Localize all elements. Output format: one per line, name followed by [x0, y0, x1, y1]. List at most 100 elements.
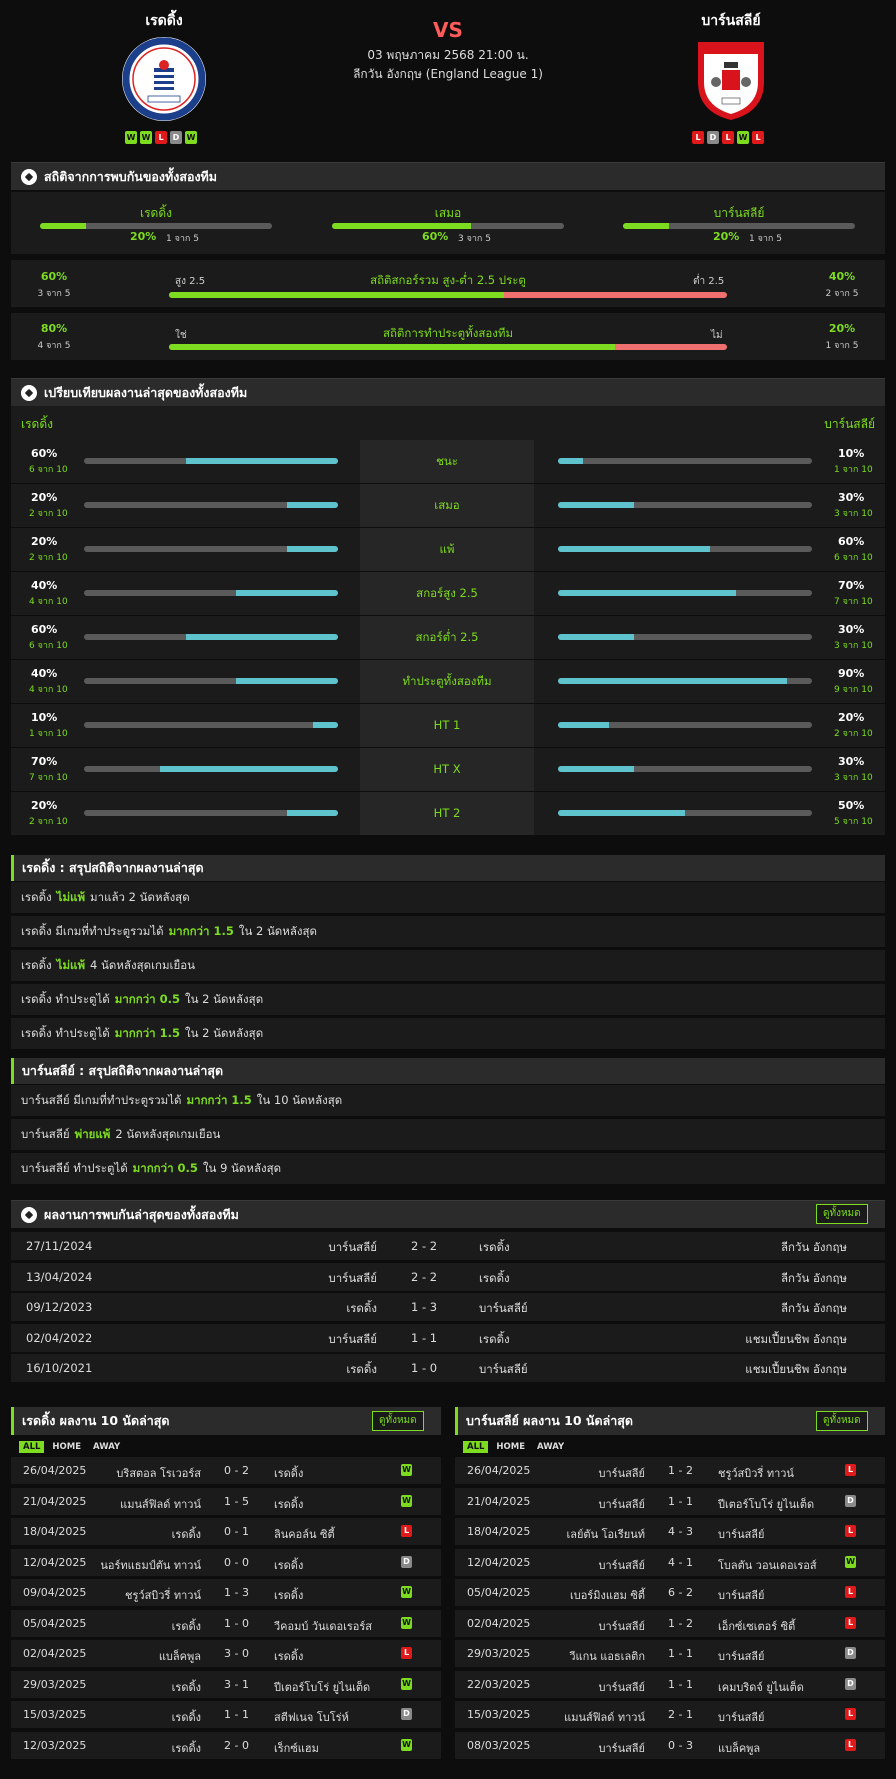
match-home[interactable]: เลย์ตัน โอเรียนท์	[566, 1528, 645, 1541]
match-home[interactable]: บริสตอล โรเวอร์ส	[116, 1467, 201, 1480]
away-recent-view-all-button[interactable]: ดูทั้งหมด	[816, 1411, 868, 1431]
match-away[interactable]: โบลตัน วอนเดอเรอส์	[718, 1558, 817, 1572]
tab-home[interactable]: HOME	[496, 1442, 526, 1452]
match-home[interactable]: เรดดิ้ง	[171, 1711, 201, 1724]
away-team-name[interactable]: บาร์นสลีย์	[701, 13, 761, 29]
recent-match-row[interactable]: 08/03/2025 บาร์นสลีย์ 0 - 3 แบล็คพูล L	[455, 1731, 885, 1759]
match-away[interactable]: ลินคอล์น ซิตี้	[274, 1528, 335, 1541]
home-team-name[interactable]: เรดดิ้ง	[145, 13, 183, 29]
recent-match-row[interactable]: 22/03/2025 บาร์นสลีย์ 1 - 1 เคมบริดจ์ ยูไนเ…	[455, 1670, 885, 1698]
match-home[interactable]: บาร์นสลีย์	[598, 1467, 646, 1480]
match-away[interactable]: บาร์นสลีย์	[479, 1362, 528, 1376]
match-home[interactable]: เรดดิ้ง	[346, 1301, 377, 1315]
h2h-match-row[interactable]: 02/04/2022 บาร์นสลีย์ 1 - 1 เรดดิ้ง แชมเปี้ย…	[11, 1323, 885, 1352]
match-home[interactable]: แบล็คพูล	[158, 1650, 201, 1663]
match-home[interactable]: บาร์นสลีย์	[598, 1680, 646, 1694]
match-date: 02/04/2022	[26, 1330, 93, 1345]
match-away[interactable]: บาร์นสลีย์	[479, 1301, 528, 1315]
match-home[interactable]: บาร์นสลีย์	[598, 1497, 646, 1511]
match-home[interactable]: วีแกน แอธเลติก	[569, 1650, 645, 1663]
tab-away[interactable]: AWAY	[93, 1442, 121, 1452]
match-away[interactable]: เรดดิ้ง	[274, 1467, 304, 1480]
tab-all[interactable]: ALL	[19, 1441, 45, 1453]
away-bar	[558, 546, 812, 552]
home-sub: 1 จาก 10	[29, 729, 68, 739]
match-home[interactable]: แมนส์ฟิลด์ ทาวน์	[120, 1497, 201, 1511]
compare-labels: เรดดิ้ง บาร์นสลีย์	[11, 406, 885, 440]
recent-match-row[interactable]: 29/03/2025 เรดดิ้ง 3 - 1 ปีเตอร์โบโร่ ยูไนเ…	[11, 1670, 441, 1698]
h2h-view-all-button[interactable]: ดูทั้งหมด	[816, 1204, 868, 1224]
match-away[interactable]: บาร์นสลีย์	[718, 1528, 765, 1541]
tab-all[interactable]: ALL	[463, 1441, 489, 1453]
barnsley-logo[interactable]	[688, 36, 774, 122]
match-score: 0 - 1	[224, 1525, 249, 1538]
match-date: 26/04/2025	[23, 1464, 87, 1477]
match-away[interactable]: บาร์นสลีย์	[718, 1711, 765, 1724]
h2h-match-row[interactable]: 09/12/2023 เรดดิ้ง 1 - 3 บาร์นสลีย์ ลีกวัน อ…	[11, 1293, 885, 1321]
match-away[interactable]: เรดดิ้ง	[274, 1558, 304, 1572]
match-home[interactable]: แมนส์ฟิลด์ ทาวน์	[564, 1711, 645, 1724]
match-score: 1 - 1	[668, 1647, 693, 1660]
match-away[interactable]: วีคอมบ์ วันเดอเรอร์ส	[274, 1619, 372, 1633]
tab-away[interactable]: AWAY	[537, 1442, 565, 1452]
result-badge: L	[845, 1708, 856, 1720]
match-home[interactable]: บาร์นสลีย์	[328, 1240, 377, 1254]
match-away[interactable]: เรดดิ้ง	[479, 1240, 510, 1254]
h2h-match-row[interactable]: 27/11/2024 บาร์นสลีย์ 2 - 2 เรดดิ้ง ลีกวัน อ…	[11, 1232, 885, 1260]
recent-match-row[interactable]: 21/04/2025 แมนส์ฟิลด์ ทาวน์ 1 - 5 เรดดิ้ง W	[11, 1487, 441, 1515]
recent-match-row[interactable]: 05/04/2025 เรดดิ้ง 1 - 0 วีคอมบ์ วันเดอเรอร…	[11, 1609, 441, 1637]
match-away[interactable]: เร็กซ์แฮม	[274, 1741, 319, 1755]
match-home[interactable]: บาร์นสลีย์	[598, 1619, 646, 1633]
recent-match-row[interactable]: 02/04/2025 แบล็คพูล 3 - 0 เรดดิ้ง L	[11, 1640, 441, 1667]
match-away[interactable]: แบล็คพูล	[718, 1741, 761, 1755]
h2h-match-row[interactable]: 13/04/2024 บาร์นสลีย์ 2 - 2 เรดดิ้ง ลีกวัน อ…	[11, 1262, 885, 1291]
match-home[interactable]: บาร์นสลีย์	[598, 1558, 646, 1572]
match-away[interactable]: ปีเตอร์โบโร่ ยูไนเต็ด	[274, 1680, 371, 1694]
recent-match-row[interactable]: 09/04/2025 ชรูว์สบิวรี่ ทาวน์ 1 - 3 เรดดิ้ง…	[11, 1579, 441, 1606]
recent-match-row[interactable]: 26/04/2025 บาร์นสลีย์ 1 - 2 ชรูว์สบิวรี่ ทา…	[455, 1457, 885, 1484]
match-home[interactable]: เรดดิ้ง	[171, 1680, 201, 1694]
recent-match-row[interactable]: 02/04/2025 บาร์นสลีย์ 1 - 2 เอ็กซ์เซเตอร์ ซ…	[455, 1609, 885, 1637]
recent-match-row[interactable]: 21/04/2025 บาร์นสลีย์ 1 - 1 ปีเตอร์โบโร่ ยู…	[455, 1487, 885, 1515]
match-away[interactable]: ปีเตอร์โบโร่ ยูไนเต็ด	[718, 1497, 815, 1511]
match-home[interactable]: เรดดิ้ง	[171, 1619, 201, 1633]
recent-match-row[interactable]: 18/04/2025 เลย์ตัน โอเรียนท์ 4 - 3 บาร์นสลี…	[455, 1518, 885, 1545]
match-away[interactable]: เรดดิ้ง	[479, 1331, 510, 1346]
recent-match-row[interactable]: 26/04/2025 บริสตอล โรเวอร์ส 0 - 2 เรดดิ้ง W	[11, 1457, 441, 1484]
match-away[interactable]: เรดดิ้ง	[479, 1270, 510, 1285]
summary-post: 4 นัดหลังสุดเกมเยือน	[90, 958, 195, 972]
compare-label: แพ้	[360, 528, 534, 571]
match-home[interactable]: เรดดิ้ง	[171, 1741, 201, 1755]
recent-match-row[interactable]: 12/04/2025 บาร์นสลีย์ 4 - 1 โบลตัน วอนเดอเร…	[455, 1548, 885, 1576]
recent-match-row[interactable]: 12/03/2025 เรดดิ้ง 2 - 0 เร็กซ์แฮม W	[11, 1731, 441, 1759]
recent-match-row[interactable]: 15/03/2025 แมนส์ฟิลด์ ทาวน์ 2 - 1 บาร์นสลีย…	[455, 1701, 885, 1728]
match-home[interactable]: นอร์ทแธมป์ตัน ทาวน์	[100, 1558, 201, 1572]
away-pct: 20%	[838, 711, 865, 724]
match-home[interactable]: เรดดิ้ง	[171, 1528, 201, 1541]
match-away[interactable]: บาร์นสลีย์	[718, 1589, 765, 1602]
match-home[interactable]: ชรูว์สบิวรี่ ทาวน์	[125, 1589, 201, 1602]
match-away[interactable]: เรดดิ้ง	[274, 1589, 304, 1602]
over-tag: สูง 2.5	[175, 276, 206, 287]
match-away[interactable]: เรดดิ้ง	[274, 1650, 304, 1663]
match-away[interactable]: เคมบริดจ์ ยูไนเต็ด	[718, 1680, 804, 1694]
tab-home[interactable]: HOME	[52, 1442, 82, 1452]
recent-match-row[interactable]: 29/03/2025 วีแกน แอธเลติก 1 - 1 บาร์นสลีย์ D	[455, 1640, 885, 1667]
match-home[interactable]: บาร์นสลีย์	[598, 1741, 646, 1755]
recent-match-row[interactable]: 05/04/2025 เบอร์มิงแฮม ซิตี้ 6 - 2 บาร์นสลี…	[455, 1579, 885, 1606]
h2h-match-row[interactable]: 16/10/2021 เรดดิ้ง 1 - 0 บาร์นสลีย์ แชมเปี้ย…	[11, 1354, 885, 1382]
home-recent-view-all-button[interactable]: ดูทั้งหมด	[372, 1411, 424, 1431]
match-home[interactable]: บาร์นสลีย์	[328, 1331, 377, 1346]
recent-match-row[interactable]: 18/04/2025 เรดดิ้ง 0 - 1 ลินคอล์น ซิตี้ L	[11, 1518, 441, 1545]
match-away[interactable]: เรดดิ้ง	[274, 1497, 304, 1511]
recent-match-row[interactable]: 12/04/2025 นอร์ทแธมป์ตัน ทาวน์ 0 - 0 เรดดิ้…	[11, 1548, 441, 1576]
match-home[interactable]: เรดดิ้ง	[346, 1362, 377, 1376]
recent-match-row[interactable]: 15/03/2025 เรดดิ้ง 1 - 1 สตีฟเนจ โบโร่ห์ D	[11, 1701, 441, 1728]
match-away[interactable]: เอ็กซ์เซเตอร์ ซิตี้	[718, 1619, 796, 1633]
match-away[interactable]: ชรูว์สบิวรี่ ทาวน์	[718, 1467, 794, 1480]
match-away[interactable]: สตีฟเนจ โบโร่ห์	[274, 1711, 349, 1724]
reading-logo[interactable]	[121, 36, 207, 122]
match-home[interactable]: บาร์นสลีย์	[328, 1270, 377, 1285]
match-away[interactable]: บาร์นสลีย์	[718, 1650, 765, 1663]
match-home[interactable]: เบอร์มิงแฮม ซิตี้	[569, 1589, 645, 1602]
